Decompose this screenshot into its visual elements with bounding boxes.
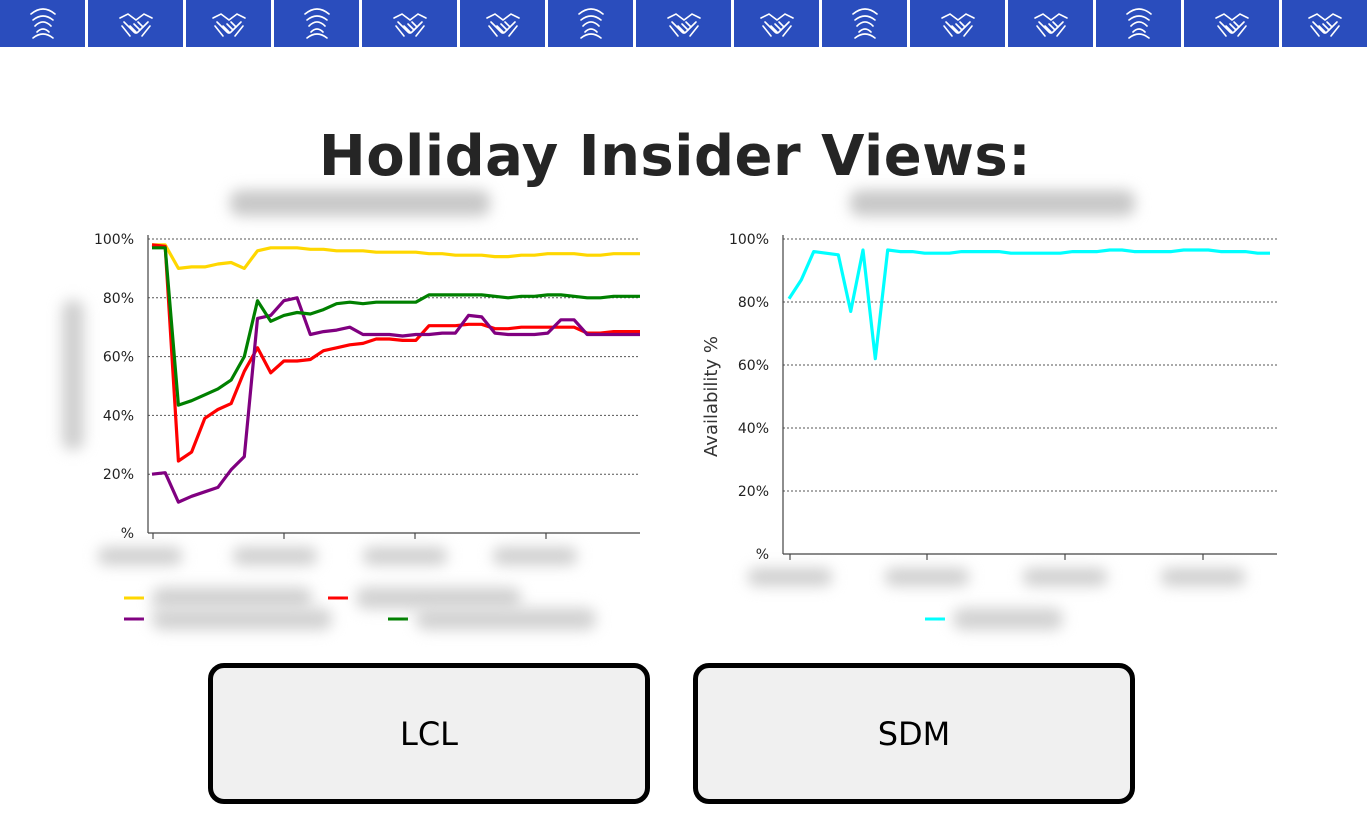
handshake-icon <box>759 12 794 37</box>
banner-tile <box>0 0 85 47</box>
banner-tile <box>362 0 457 47</box>
handshake-icon <box>666 12 701 37</box>
fingerprint-icon <box>1125 7 1152 39</box>
fingerprint-icon <box>29 7 56 39</box>
lcl-availability-chart: % 20% 40% 60% 80% 100% <box>62 190 640 630</box>
series-line <box>152 243 640 271</box>
lcl-button[interactable]: LCL <box>208 663 650 804</box>
page-title: Holiday Insider Views: <box>318 123 1032 189</box>
legend-label-redacted <box>953 608 1063 630</box>
handshake-icon <box>1214 12 1249 37</box>
series-line <box>151 243 640 463</box>
handshake-icon <box>118 12 153 37</box>
fingerprint-icon <box>577 7 604 39</box>
handshake-icon <box>1307 12 1342 37</box>
chart-title-redacted <box>230 190 490 216</box>
series-line <box>151 296 640 504</box>
y-tick-label: 100% <box>729 232 769 248</box>
x-tick-label-redacted <box>748 568 832 586</box>
handshake-icon <box>211 12 246 37</box>
fingerprint-icon <box>851 7 878 39</box>
legend-label-redacted <box>152 608 332 630</box>
banner <box>0 0 1370 47</box>
banner-tile <box>822 0 907 47</box>
x-tick-label-redacted <box>885 568 969 586</box>
x-tick-label-redacted <box>98 547 182 565</box>
y-axis-label: Availability % <box>701 336 722 457</box>
banner-tile <box>1184 0 1279 47</box>
banner-tile <box>548 0 633 47</box>
handshake-icon <box>1033 12 1068 37</box>
series-line <box>152 246 640 407</box>
x-tick-label-redacted <box>363 547 447 565</box>
series-line <box>787 248 1270 361</box>
banner-tile <box>186 0 271 47</box>
y-tick-label: % <box>756 547 769 563</box>
chart-title-redacted <box>850 190 1135 216</box>
y-tick-label: % <box>121 526 134 542</box>
y-tick-label: 20% <box>738 484 769 500</box>
banner-tile <box>1096 0 1181 47</box>
y-tick-label: 40% <box>103 408 134 424</box>
x-tick-label-redacted <box>233 547 317 565</box>
banner-tile <box>734 0 819 47</box>
banner-tile <box>1282 0 1367 47</box>
banner-tile <box>910 0 1005 47</box>
y-tick-label: 80% <box>103 291 134 307</box>
y-tick-label: 60% <box>103 350 134 366</box>
legend-label-redacted <box>416 608 596 630</box>
x-tick-label-redacted <box>493 547 577 565</box>
legend-label-redacted <box>356 587 521 609</box>
x-tick-label-redacted <box>1023 568 1107 586</box>
x-tick-label-redacted <box>1161 568 1245 586</box>
banner-tile <box>1008 0 1093 47</box>
y-tick-label: 20% <box>103 467 134 483</box>
handshake-icon <box>485 12 520 37</box>
fingerprint-icon <box>303 7 330 39</box>
handshake-icon <box>940 12 975 37</box>
y-tick-label: 40% <box>738 421 769 437</box>
banner-tile <box>274 0 359 47</box>
y-tick-label: 80% <box>738 295 769 311</box>
banner-tile <box>88 0 183 47</box>
legend-label-redacted <box>152 587 312 609</box>
y-tick-label: 100% <box>94 232 134 248</box>
banner-tile <box>636 0 731 47</box>
sdm-button[interactable]: SDM <box>693 663 1135 804</box>
banner-tile <box>460 0 545 47</box>
sdm-availability-chart: % 20% 40% 60% 80% 100% Availability % <box>701 190 1277 630</box>
y-axis-label-redacted <box>62 300 84 450</box>
handshake-icon <box>392 12 427 37</box>
y-tick-label: 60% <box>738 358 769 374</box>
